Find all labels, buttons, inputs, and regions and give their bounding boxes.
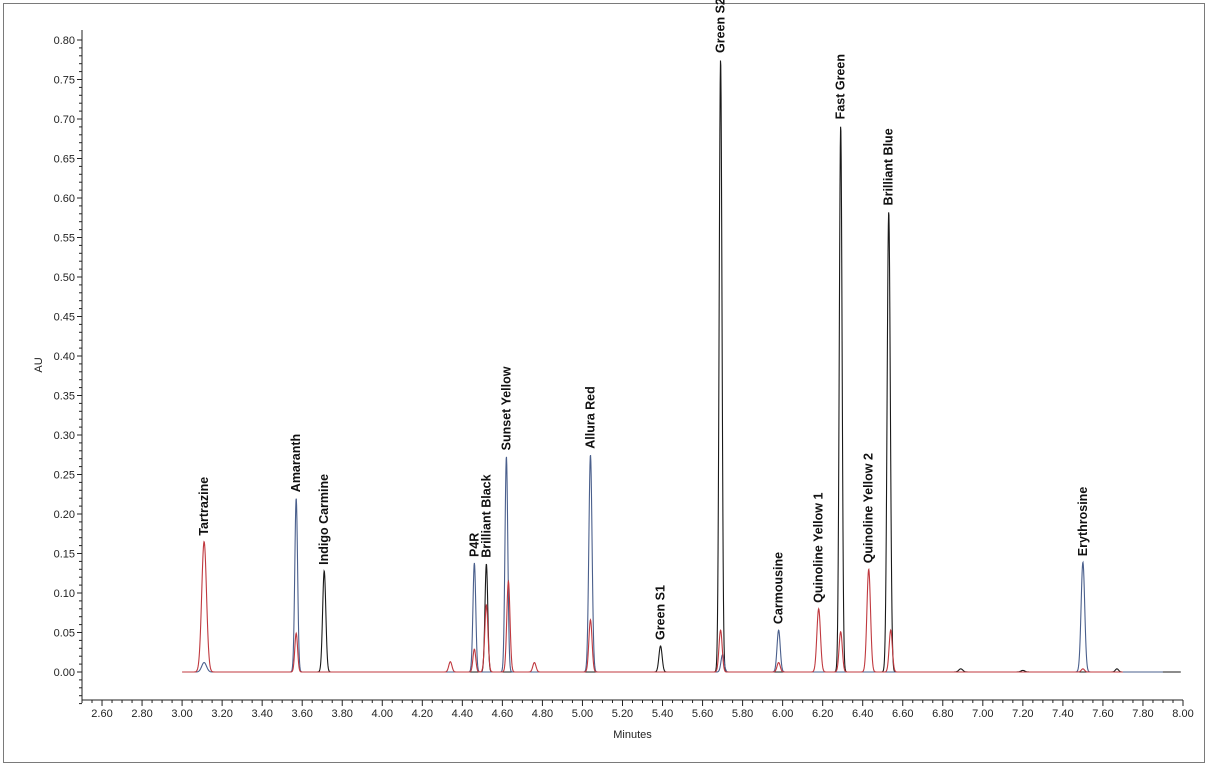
peak-label: Brilliant Black bbox=[479, 474, 493, 557]
y-tick-label: 0.45 bbox=[54, 312, 75, 324]
y-tick-label: 0.60 bbox=[54, 193, 75, 205]
x-axis-title: Minutes bbox=[613, 729, 652, 741]
x-tick-label: 8.00 bbox=[1172, 708, 1193, 720]
x-tick-label: 6.00 bbox=[772, 708, 793, 720]
y-axis-ticks: 0.00 0.05 0.10 0.15 0.20 0.25 0.30 0.35 0.40 0.45… bbox=[54, 35, 82, 705]
peak-label: Allura Red bbox=[583, 386, 597, 449]
x-tick-label: 6.80 bbox=[932, 708, 953, 720]
peak-label: P4R bbox=[467, 533, 481, 557]
x-tick-label: 5.20 bbox=[612, 708, 633, 720]
x-tick-label: 4.60 bbox=[492, 708, 513, 720]
x-tick-label: 6.40 bbox=[852, 708, 873, 720]
peak-label: Green S2 bbox=[714, 0, 728, 53]
x-tick-label: 6.60 bbox=[892, 708, 913, 720]
y-tick-label: 0.75 bbox=[54, 75, 75, 87]
y-tick-label: 0.30 bbox=[54, 430, 75, 442]
x-tick-label: 4.00 bbox=[372, 708, 393, 720]
x-tick-label: 3.80 bbox=[332, 708, 353, 720]
x-tick-label: 7.00 bbox=[972, 708, 993, 720]
x-tick-label: 3.40 bbox=[251, 708, 272, 720]
peak-label: Fast Green bbox=[834, 54, 848, 119]
y-tick-label: 0.80 bbox=[54, 35, 75, 47]
x-tick-label: 4.20 bbox=[412, 708, 433, 720]
peak-label: Carmousine bbox=[772, 552, 786, 624]
peak-label: Indigo Carmine bbox=[317, 474, 331, 565]
x-tick-label: 7.80 bbox=[1132, 708, 1153, 720]
x-tick-label: 7.40 bbox=[1052, 708, 1073, 720]
x-tick-label: 4.80 bbox=[532, 708, 553, 720]
y-tick-label: 0.10 bbox=[54, 588, 75, 600]
y-tick-label: 0.55 bbox=[54, 233, 75, 245]
x-tick-label: 7.60 bbox=[1092, 708, 1113, 720]
peak-label: Quinoline Yellow 1 bbox=[812, 493, 826, 603]
chart-frame bbox=[3, 3, 1205, 763]
x-tick-label: 5.00 bbox=[572, 708, 593, 720]
x-tick-label: 5.60 bbox=[692, 708, 713, 720]
y-tick-label: 0.40 bbox=[54, 351, 75, 363]
x-tick-label: 6.20 bbox=[812, 708, 833, 720]
x-tick-label: 7.20 bbox=[1012, 708, 1033, 720]
x-tick-label: 5.40 bbox=[652, 708, 673, 720]
x-tick-label: 3.20 bbox=[211, 708, 232, 720]
series-group bbox=[182, 60, 1181, 673]
x-tick-label: 3.00 bbox=[171, 708, 192, 720]
x-tick-label: 2.60 bbox=[91, 708, 112, 720]
x-tick-label: 5.80 bbox=[732, 708, 753, 720]
y-tick-label: 0.35 bbox=[54, 391, 75, 403]
y-tick-label: 0.00 bbox=[54, 667, 75, 679]
y-tick-label: 0.50 bbox=[54, 272, 75, 284]
x-tick-label: 4.40 bbox=[452, 708, 473, 720]
x-axis-ticks: 2.60 2.80 3.00 3.20 3.40 3.60 3.80 4.00 4.20 4.40… bbox=[81, 700, 1194, 720]
y-tick-label: 0.15 bbox=[54, 549, 75, 561]
peak-label: Tartrazine bbox=[197, 477, 211, 536]
y-tick-label: 0.05 bbox=[54, 628, 75, 640]
series-line bbox=[302, 60, 1181, 673]
x-tick-label: 2.80 bbox=[131, 708, 152, 720]
peak-label: Quinoline Yellow 2 bbox=[862, 453, 876, 563]
axes bbox=[81, 30, 1183, 701]
y-axis-title: AU bbox=[33, 357, 45, 372]
peak-label: Sunset Yellow bbox=[499, 366, 513, 450]
peak-label: Brilliant Blue bbox=[882, 128, 896, 205]
peak-label: Green S1 bbox=[654, 585, 668, 640]
x-tick-label: 3.60 bbox=[291, 708, 312, 720]
peak-label: Erythrosine bbox=[1076, 487, 1090, 557]
y-tick-label: 0.25 bbox=[54, 470, 75, 482]
series-line bbox=[192, 455, 1163, 673]
series-line bbox=[182, 540, 1123, 673]
y-tick-label: 0.70 bbox=[54, 114, 75, 126]
peak-label: Amaranth bbox=[289, 434, 303, 492]
y-tick-label: 0.65 bbox=[54, 154, 75, 166]
y-tick-label: 0.20 bbox=[54, 509, 75, 521]
